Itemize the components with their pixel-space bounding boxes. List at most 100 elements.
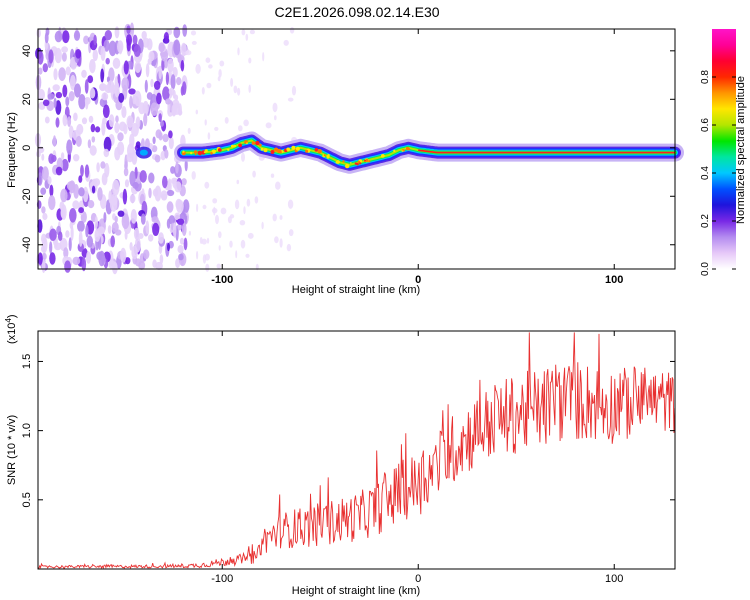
noise-blob bbox=[286, 243, 292, 252]
noise-blob bbox=[245, 253, 250, 258]
noise-blob bbox=[75, 135, 82, 147]
noise-blob bbox=[81, 69, 87, 78]
noise-blob bbox=[98, 250, 106, 267]
noise-blob bbox=[187, 127, 191, 134]
noise-blob bbox=[162, 133, 169, 143]
noise-blob bbox=[166, 201, 174, 213]
noise-blob bbox=[60, 152, 65, 160]
track-peak-dot bbox=[233, 144, 236, 148]
spectrogram-ticks: -100 0 100 -40 -20 0 20 40 bbox=[21, 29, 675, 286]
noise-blob bbox=[94, 216, 99, 230]
noise-blob bbox=[167, 242, 170, 252]
spectrogram-x-tick-label: -100 bbox=[211, 274, 233, 286]
noise-blob bbox=[138, 102, 146, 115]
noise-blob bbox=[243, 206, 246, 215]
noise-blob bbox=[240, 239, 246, 249]
noise-blob bbox=[62, 84, 68, 98]
noise-blob bbox=[96, 162, 100, 173]
noise-blob bbox=[66, 181, 75, 191]
noise-blob bbox=[190, 30, 197, 36]
noise-blob bbox=[92, 49, 99, 62]
colorbar-label: Normalized spectral amplitude bbox=[735, 76, 747, 224]
noise-blob bbox=[218, 245, 221, 251]
noise-blob bbox=[220, 207, 227, 215]
noise-blob bbox=[180, 42, 187, 57]
colorbar-tick-label: 0.4 bbox=[700, 166, 711, 180]
noise-blob bbox=[108, 40, 117, 57]
noise-blob bbox=[94, 228, 101, 242]
noise-blob bbox=[99, 83, 105, 92]
noise-blob bbox=[215, 214, 219, 225]
noise-blob bbox=[111, 222, 119, 233]
noise-blob bbox=[204, 119, 207, 126]
track-peak-dot bbox=[402, 149, 404, 151]
noise-blob bbox=[134, 90, 142, 107]
noise-blob bbox=[178, 103, 182, 116]
noise-blob bbox=[49, 228, 57, 241]
noise-blob bbox=[224, 117, 229, 124]
noise-blob bbox=[73, 30, 81, 41]
snr-multiplier-exponent: 4 bbox=[4, 318, 13, 323]
snr-x-axis-label: Height of straight line (km) bbox=[292, 585, 420, 597]
track-peak-dot bbox=[364, 159, 366, 162]
noise-blob bbox=[205, 57, 211, 63]
noise-blob bbox=[177, 245, 184, 254]
noise-blob bbox=[128, 88, 136, 95]
early-detection-core bbox=[139, 149, 148, 156]
noise-blob bbox=[55, 91, 63, 99]
noise-blob bbox=[112, 179, 120, 196]
noise-blob bbox=[86, 235, 94, 248]
noise-blob bbox=[135, 258, 142, 267]
noise-blob bbox=[123, 123, 128, 135]
noise-blob bbox=[90, 123, 96, 133]
noise-blob bbox=[125, 257, 131, 265]
noise-blob bbox=[248, 84, 251, 94]
noise-blob bbox=[105, 57, 110, 65]
noise-blob bbox=[218, 69, 222, 78]
noise-blob bbox=[97, 187, 103, 201]
spectrogram-x-tick-label: 100 bbox=[605, 274, 623, 286]
noise-blob bbox=[133, 227, 140, 240]
noise-blob bbox=[103, 136, 112, 152]
track-peak-dot bbox=[335, 161, 338, 164]
noise-blob bbox=[112, 57, 121, 69]
noise-blob bbox=[52, 135, 57, 148]
noise-blob bbox=[144, 138, 150, 150]
track-peak-dot bbox=[210, 152, 213, 155]
snr-y-tick-label: 0.5 bbox=[21, 492, 33, 507]
noise-blob bbox=[123, 60, 129, 75]
noise-blob bbox=[60, 188, 68, 203]
noise-blob bbox=[117, 141, 125, 156]
noise-blob bbox=[212, 198, 218, 204]
noise-blob bbox=[182, 199, 190, 213]
track-peak-dot bbox=[327, 154, 330, 157]
spectrogram-y-tick-label: -20 bbox=[21, 188, 33, 204]
noise-blob bbox=[54, 47, 62, 64]
snr-y-tick-label: 1.0 bbox=[21, 423, 33, 438]
track-peak-dot bbox=[305, 149, 309, 153]
noise-blob bbox=[65, 96, 70, 107]
noise-blob bbox=[93, 178, 101, 187]
track-peak-dot bbox=[350, 162, 352, 164]
noise-blob bbox=[100, 161, 106, 169]
noise-blob bbox=[45, 27, 50, 36]
noise-blob bbox=[162, 175, 168, 189]
noise-blob bbox=[114, 122, 120, 134]
noise-blob bbox=[87, 200, 95, 209]
noise-blob bbox=[158, 113, 162, 123]
noise-blob bbox=[75, 49, 82, 59]
noise-blob bbox=[65, 66, 71, 76]
noise-blob bbox=[171, 104, 177, 116]
noise-blob bbox=[66, 139, 73, 155]
noise-blob bbox=[195, 109, 198, 115]
noise-blob bbox=[170, 166, 176, 174]
noise-blob bbox=[262, 52, 265, 62]
noise-blob bbox=[42, 252, 47, 261]
noise-blob bbox=[213, 206, 216, 216]
noise-blob bbox=[265, 122, 272, 129]
noise-blob bbox=[207, 132, 211, 140]
noise-blob bbox=[237, 87, 241, 96]
noise-blob bbox=[40, 245, 46, 253]
noise-blob bbox=[164, 57, 168, 69]
noise-blob bbox=[272, 213, 277, 222]
